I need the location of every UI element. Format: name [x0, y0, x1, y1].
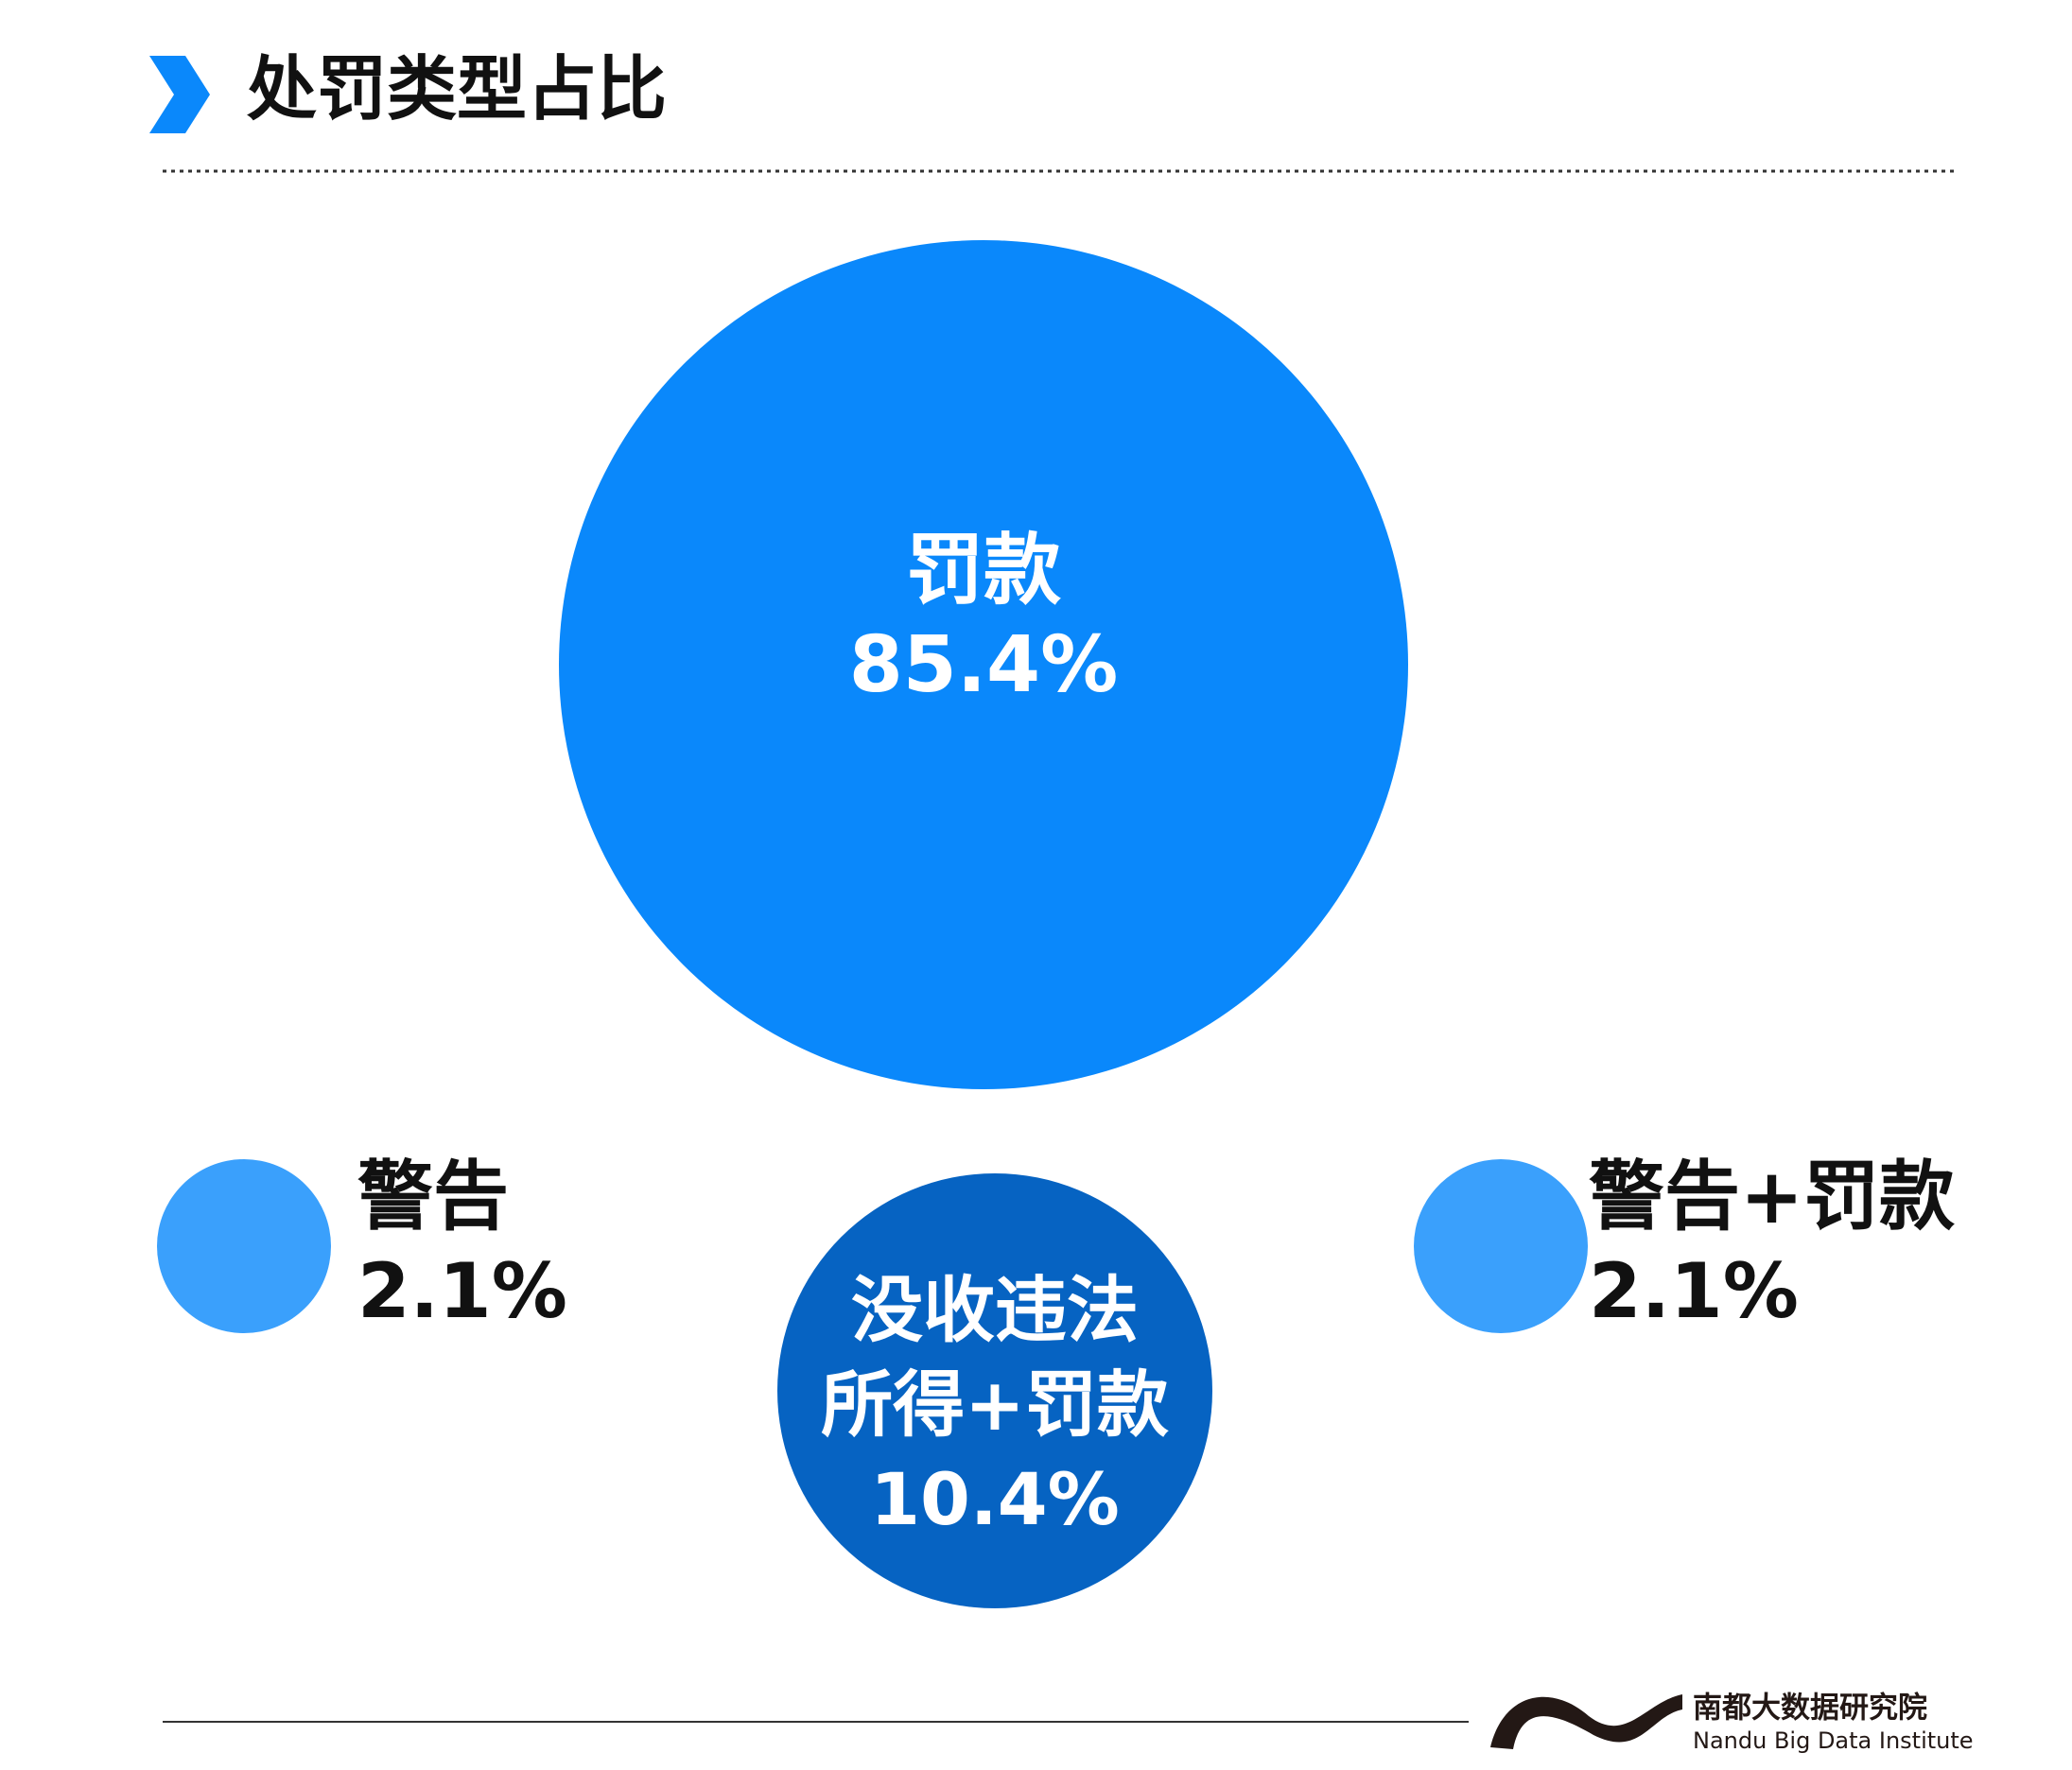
category-label: 警告: [357, 1153, 509, 1241]
bubble: [1414, 1159, 1588, 1333]
bubble-label: 没收违法所得+罚款 10.4%: [820, 1263, 1170, 1547]
value-label: 10.4%: [870, 1457, 1120, 1541]
category-label: 没收违法所得+罚款: [821, 1268, 1169, 1447]
bubble-label: 警告 2.1%: [357, 1150, 567, 1339]
bubble-label: 警告+罚款 2.1%: [1589, 1150, 1955, 1339]
value-label: 2.1%: [357, 1247, 567, 1335]
category-label: 罚款: [905, 526, 1061, 616]
title-chevron: [149, 56, 210, 133]
bubble: [777, 1173, 1212, 1608]
org-name: 南都大数据研究院: [1693, 1692, 1927, 1726]
org-name-en: Nandu Big Data Institute: [1693, 1727, 1974, 1754]
category-label: 警告+罚款: [1589, 1153, 1956, 1241]
bubble-label: 罚款 85.4%: [747, 524, 1220, 713]
value-label: 85.4%: [848, 620, 1119, 710]
chart-title: 处罚类型占比: [247, 49, 667, 130]
bubble: [157, 1159, 331, 1333]
logo-mark: [1490, 1694, 1682, 1749]
value-label: 2.1%: [1589, 1247, 1799, 1335]
bubble: [559, 240, 1408, 1089]
